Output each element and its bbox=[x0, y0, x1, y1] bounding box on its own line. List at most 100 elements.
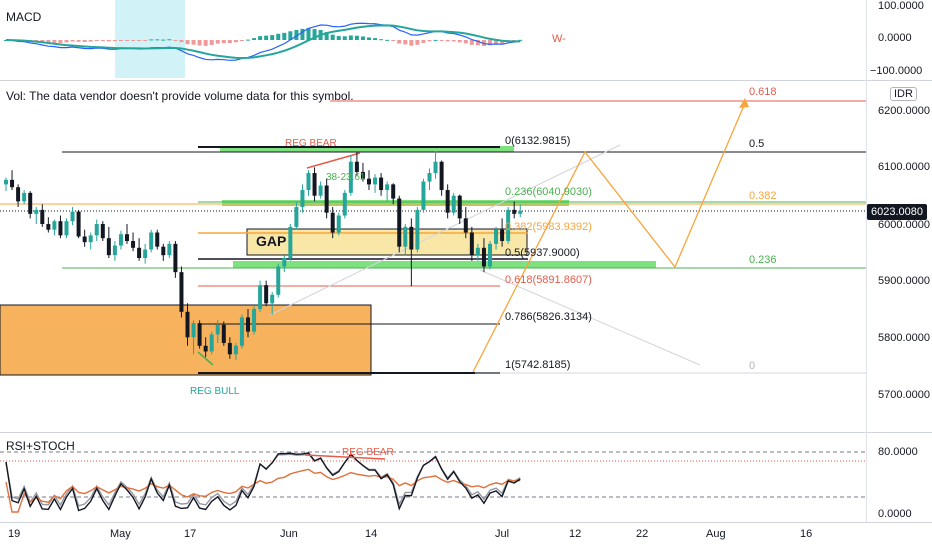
rsi-tick-80: 80.0000 bbox=[878, 446, 918, 458]
macd-hist-bar bbox=[348, 35, 353, 40]
candle-body bbox=[209, 334, 214, 352]
candle-body bbox=[330, 212, 335, 233]
fib-left-label-1: 1(5742.8185) bbox=[505, 359, 571, 371]
candle-body bbox=[94, 224, 99, 236]
fib-left-label-0-786: 0.786(5826.3134) bbox=[505, 311, 592, 323]
candle-body bbox=[282, 258, 287, 267]
candle-body bbox=[451, 195, 456, 213]
resistance-band-green-top bbox=[220, 146, 514, 152]
macd-hist-bar bbox=[433, 39, 438, 41]
stoch-line bbox=[5, 452, 521, 512]
candle-body bbox=[318, 185, 323, 196]
candle-body bbox=[197, 323, 202, 346]
macd-hist-bar bbox=[403, 40, 408, 45]
candle-body bbox=[300, 190, 305, 208]
support-band-green bbox=[233, 261, 656, 268]
macd-hist-bar bbox=[379, 39, 384, 41]
macd-hist-bar bbox=[58, 40, 63, 44]
candle-body bbox=[324, 185, 329, 213]
candle-body bbox=[336, 215, 341, 233]
price-tick-6100: 6100.0000 bbox=[878, 161, 930, 173]
macd-hist-bar bbox=[100, 40, 105, 41]
candle-body bbox=[433, 161, 438, 174]
macd-hist-bar bbox=[64, 40, 69, 43]
macd-hist-bar bbox=[209, 40, 214, 45]
macd-hist-bar bbox=[82, 40, 87, 42]
volume-message: Vol: The data vendor doesn't provide vol… bbox=[6, 89, 354, 103]
projection-path[interactable] bbox=[472, 102, 746, 373]
candle-body bbox=[137, 247, 142, 259]
candle-body bbox=[469, 232, 474, 256]
macd-hist-bar bbox=[149, 39, 154, 41]
candle-body bbox=[379, 177, 384, 191]
candle-body bbox=[10, 179, 15, 188]
candle-body bbox=[391, 184, 396, 199]
candle-body bbox=[264, 285, 269, 304]
macd-hist-bar bbox=[415, 40, 420, 45]
fib-left-label-0: 0(6132.9815) bbox=[505, 135, 571, 147]
rsi-reg-bear-trend bbox=[304, 454, 386, 460]
macd-hist-bar bbox=[76, 40, 81, 42]
macd-hist-bar bbox=[270, 35, 275, 40]
currency-badge[interactable]: IDR bbox=[890, 87, 917, 101]
macd-hist-bar bbox=[215, 40, 220, 44]
candle-body bbox=[367, 178, 371, 185]
candle-body bbox=[82, 236, 87, 243]
candle-body bbox=[179, 272, 184, 312]
candlestick-series[interactable] bbox=[4, 151, 523, 360]
macd-hist-bar bbox=[167, 39, 172, 41]
macd-hist-bar bbox=[518, 39, 523, 41]
candle-body bbox=[409, 226, 414, 250]
macd-hist-bar bbox=[125, 40, 129, 41]
macd-hist-bar bbox=[131, 40, 136, 41]
candle-body bbox=[276, 266, 281, 295]
time-label-may: May bbox=[110, 528, 131, 540]
macd-hist-bar bbox=[421, 40, 426, 43]
macd-hist-bar bbox=[46, 40, 51, 44]
macd-hist-bar bbox=[185, 40, 190, 45]
current-price-badge: 6023.0080 bbox=[867, 204, 927, 220]
rsi-title: RSI+STOCH bbox=[6, 439, 75, 453]
candle-body bbox=[445, 190, 450, 213]
macd-hist-bar bbox=[330, 34, 335, 40]
macd-hist-bar bbox=[70, 40, 75, 42]
projection-arrowhead bbox=[739, 98, 749, 108]
candle-body bbox=[360, 171, 365, 179]
candle-body bbox=[58, 221, 63, 236]
reg-bear-label: REG BEAR bbox=[285, 138, 337, 149]
macd-hist-bar bbox=[488, 40, 492, 46]
fib-right-label-0-618: 0.618 bbox=[749, 86, 777, 98]
candle-body bbox=[252, 308, 257, 332]
candle-body bbox=[76, 211, 81, 237]
candle-body bbox=[463, 218, 468, 233]
macd-hist-bar bbox=[143, 40, 148, 41]
candle-body bbox=[403, 226, 408, 247]
candle-body bbox=[415, 209, 420, 250]
macd-hist-bar bbox=[451, 40, 456, 42]
fib-left-label-0-382: 0.382(5983.9392) bbox=[505, 221, 592, 233]
candle-body bbox=[131, 241, 136, 248]
candle-body bbox=[512, 209, 517, 214]
channel-label: 38-23.61 bbox=[326, 172, 366, 183]
macd-hist-bar bbox=[221, 40, 226, 44]
candle-body bbox=[46, 224, 51, 230]
candle-body bbox=[185, 311, 190, 338]
macd-hist-bar bbox=[233, 40, 238, 43]
trend-line-gray[interactable] bbox=[269, 144, 621, 316]
macd-hist-bar bbox=[294, 29, 299, 40]
candle-body bbox=[258, 285, 263, 309]
macd-hist-bar bbox=[118, 40, 123, 41]
candle-body bbox=[421, 181, 426, 210]
candle-body bbox=[427, 173, 432, 182]
macd-hist-bar bbox=[385, 39, 390, 41]
candle-body bbox=[167, 243, 172, 256]
macd-hist-bar bbox=[179, 40, 184, 43]
macd-hist-bar bbox=[439, 40, 444, 41]
candle-body bbox=[155, 232, 160, 247]
macd-hist-bar bbox=[203, 40, 208, 46]
reg-bear-trend bbox=[306, 152, 361, 169]
macd-hist-bar bbox=[106, 40, 111, 42]
macd-hist-bar bbox=[155, 39, 160, 41]
